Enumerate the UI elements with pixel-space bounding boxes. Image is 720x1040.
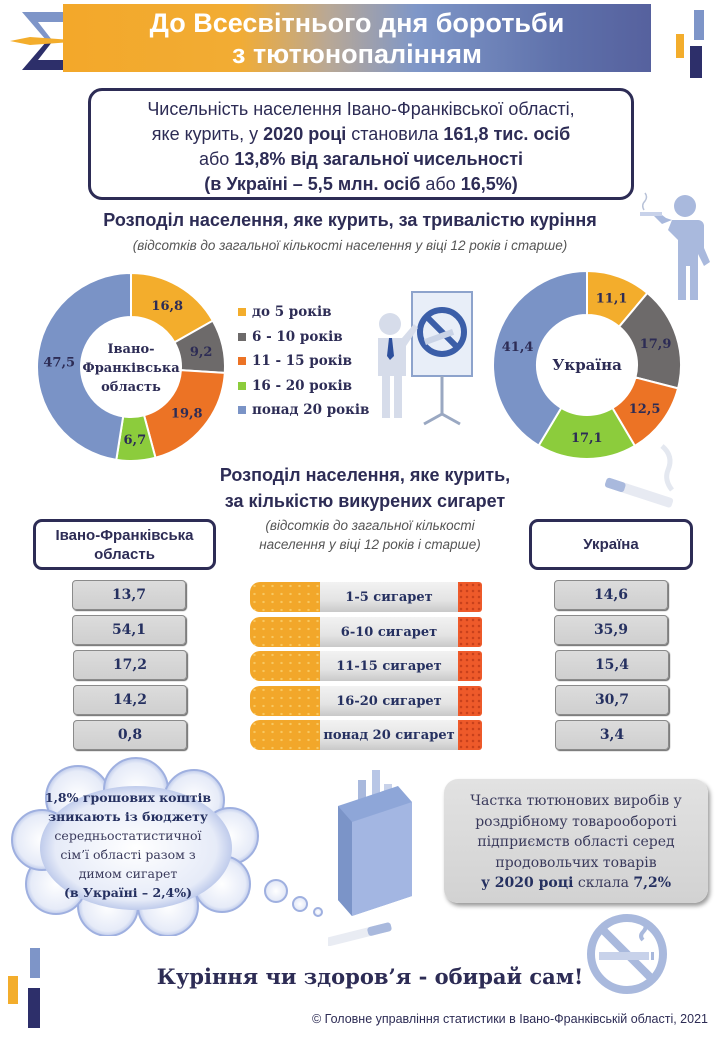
cigarette-tip xyxy=(458,720,482,750)
slice-label: 17,9 xyxy=(640,337,672,352)
cigarette-label-row: 1-5 сигарет xyxy=(250,582,482,612)
ukraine-value: 35,9 xyxy=(554,615,668,645)
cloud-text: 1,8% грошових коштів зникають із бюджету… xyxy=(44,790,212,900)
sigma-logo-icon xyxy=(10,12,86,70)
cigarette-filter xyxy=(250,582,320,612)
legend-swatch xyxy=(238,406,246,414)
cigarette-label-row: 11-15 сигарет xyxy=(250,651,482,681)
cigarette-tip xyxy=(458,651,482,681)
banner-title-line1: До Всесвітнього дня боротьби xyxy=(149,8,565,38)
donut-chart-region: 16,8 9,2 19,8 6,7 47,5 Івано- Франківська облас… xyxy=(36,271,226,462)
donut-slice xyxy=(36,271,132,461)
title-banner: До Всесвітнього дня боротьби з тютюнопал… xyxy=(63,4,651,72)
cigarette-tip xyxy=(458,582,482,612)
slice-label: 19,8 xyxy=(171,407,203,422)
legend-item: 11 - 15 років xyxy=(238,349,369,373)
section2-subtitle: (відсотків до загальної кількості населе… xyxy=(259,518,481,552)
legend-swatch xyxy=(238,381,246,390)
summary-line3: або 13,8% від загальної чисельності xyxy=(198,149,524,169)
legend-item: 6 - 10 років xyxy=(238,325,369,349)
summary-line1: Чисельність населення Івано-Франківської… xyxy=(147,99,575,119)
region-column-header: Івано-Франківська область xyxy=(33,519,216,570)
cigarette-filter xyxy=(250,720,320,750)
slice-label: 16,8 xyxy=(151,299,183,314)
donut-chart-ukraine: 11,1 17,9 12,5 17,1 41,4 Україна xyxy=(492,269,682,460)
smoking-cigarette-icon xyxy=(604,444,675,508)
donut-center-label: Україна xyxy=(552,356,622,374)
region-value: 17,2 xyxy=(73,650,187,680)
slice-label: 9,2 xyxy=(190,345,213,360)
cigarette-filter xyxy=(250,686,320,716)
ukraine-value: 14,6 xyxy=(554,580,668,610)
presenter-no-smoking-illustration-icon xyxy=(378,291,473,426)
ukraine-value: 30,7 xyxy=(555,685,669,715)
region-value: 14,2 xyxy=(73,685,187,715)
region-value: 54,1 xyxy=(72,615,186,645)
thought-cloud-icon xyxy=(11,757,323,936)
legend-swatch xyxy=(238,308,246,316)
slice-label: 11,1 xyxy=(596,291,628,306)
banner-title-line2: з тютюнопалінням xyxy=(232,39,482,69)
cigarette-tip xyxy=(458,686,482,716)
slice-label: 47,5 xyxy=(43,355,75,370)
chart-legend: до 5 років 6 - 10 років 11 - 15 років 16… xyxy=(238,300,369,423)
cigarette-label-row: 6-10 сигарет xyxy=(250,617,482,647)
smoker-figure-icon xyxy=(640,192,710,300)
legend-item: понад 20 років xyxy=(238,398,369,422)
legend-swatch xyxy=(238,357,246,365)
decorative-bars-icon xyxy=(676,10,704,78)
donut-center-label: Івано- xyxy=(107,342,154,357)
ukraine-value: 3,4 xyxy=(555,720,669,750)
slice-label: 17,1 xyxy=(571,431,603,446)
slice-label: 41,4 xyxy=(502,340,534,355)
no-smoking-icon xyxy=(587,914,667,994)
donut-center-label: область xyxy=(101,380,161,395)
cigarette-label-row: 16-20 сигарет xyxy=(250,686,482,716)
summary-line4: (в Україні – 5,5 млн. осіб або 16,5%) xyxy=(204,174,518,194)
decorative-bars-icon xyxy=(8,948,40,1028)
section1-title: Розподіл населення, яке курить, за трива… xyxy=(103,210,597,230)
cigarette-filter xyxy=(250,617,320,647)
summary-box: Чисельність населення Івано-Франківської… xyxy=(88,88,634,200)
cigarette-filter xyxy=(250,651,320,681)
summary-line2: яке курить, у 2020 році становила 161,8 … xyxy=(151,124,571,144)
legend-item: 16 - 20 років xyxy=(238,374,369,398)
cigarette-pack-icon xyxy=(328,770,412,946)
region-value: 13,7 xyxy=(72,580,186,610)
tobacco-share-box: Частка тютюнових виробів у роздрібному т… xyxy=(444,779,708,903)
slogan: Куріння чи здоров’я - обирай сам! xyxy=(156,964,584,989)
region-value: 0,8 xyxy=(73,720,187,750)
ukraine-value: 15,4 xyxy=(555,650,669,680)
slice-label: 12,5 xyxy=(629,402,661,417)
donut-slice xyxy=(492,269,588,447)
legend-item: до 5 років xyxy=(238,300,369,324)
slice-label: 6,7 xyxy=(124,433,147,448)
ukraine-column-header: Україна xyxy=(529,519,693,570)
legend-swatch xyxy=(238,332,246,341)
donut-center-label: Франківська xyxy=(82,361,180,376)
section2-title: Розподіл населення, яке курить, за кільк… xyxy=(219,465,511,511)
section1-subtitle: (відсотків до загальної кількості населе… xyxy=(132,238,568,253)
copyright-footer: © Головне управління статистики в Івано-… xyxy=(311,1012,708,1026)
cigarette-label-row: понад 20 сигарет xyxy=(250,720,482,750)
cigarette-tip xyxy=(458,617,482,647)
